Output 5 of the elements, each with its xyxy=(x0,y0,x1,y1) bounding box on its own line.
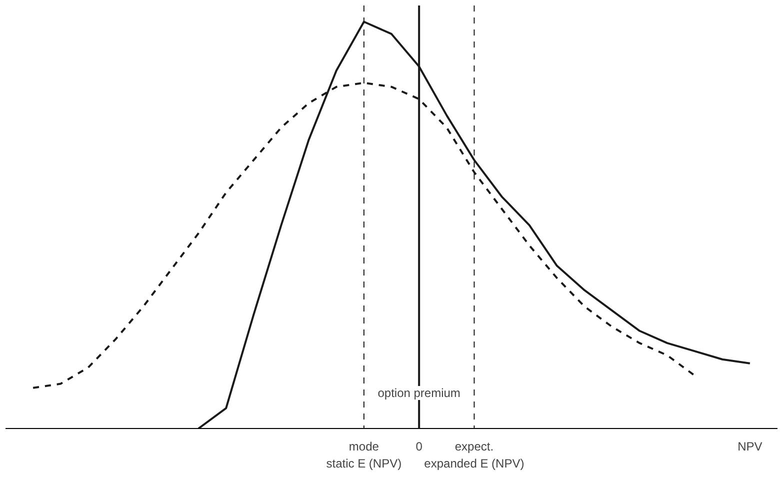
annotation: option premium xyxy=(378,386,460,400)
x-tick-label: NPV xyxy=(738,440,762,454)
x-tick-label: 0 xyxy=(416,440,423,454)
x-tick-label: mode static E (NPV) xyxy=(326,440,402,470)
x-tick-label: expect. expanded E (NPV) xyxy=(424,440,524,470)
